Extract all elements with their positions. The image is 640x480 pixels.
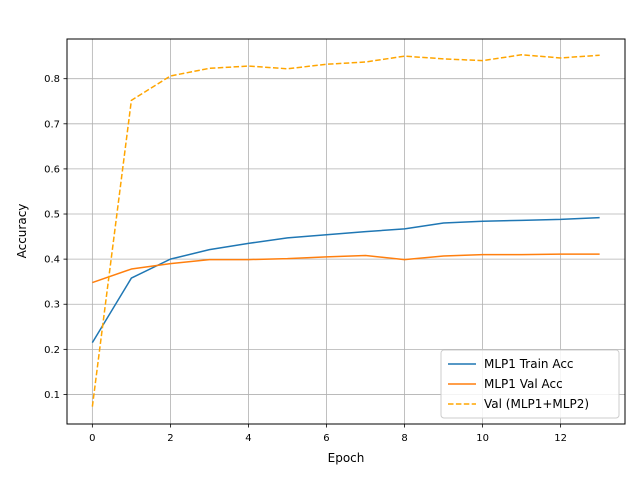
x-tick-label: 10 [476, 433, 489, 444]
y-axis-label: Accuracy [15, 204, 29, 259]
legend-label-2: Val (MLP1+MLP2) [484, 397, 589, 411]
x-tick-label: 2 [167, 433, 173, 444]
x-tick-label: 0 [89, 433, 95, 444]
x-tick-label: 12 [554, 433, 567, 444]
axis-ticks: 0 2 4 6 8 10 12 0.1 0.2 0.3 0.4 0.5 0.6 0.7 0.8 [44, 74, 567, 444]
legend-box [440, 349, 620, 419]
x-tick-label: 8 [401, 433, 407, 444]
x-tick-label: 6 [323, 433, 329, 444]
series-line-0 [91, 216, 600, 343]
series-line-2 [91, 54, 600, 407]
x-axis-label: Epoch [328, 451, 365, 465]
series-line-1 [92, 253, 600, 284]
series-lines [91, 54, 600, 407]
y-tick-label: 0.8 [44, 74, 60, 85]
y-tick-label: 0.5 [44, 210, 60, 221]
legend-label-1: MLP1 Val Acc [484, 377, 563, 391]
y-tick-label: 0.6 [44, 164, 60, 175]
legend-label-0: MLP1 Train Acc [484, 357, 574, 371]
plot-frame [66, 38, 626, 425]
legend: MLP1 Train Acc MLP1 Val Acc Val (MLP1+MLP2… [440, 349, 620, 419]
x-tick-label: 4 [245, 433, 251, 444]
y-tick-label: 0.1 [44, 390, 60, 401]
y-tick-label: 0.3 [44, 300, 60, 311]
y-tick-label: 0.2 [44, 345, 60, 356]
y-tick-label: 0.7 [44, 119, 60, 130]
y-tick-label: 0.4 [44, 255, 60, 266]
